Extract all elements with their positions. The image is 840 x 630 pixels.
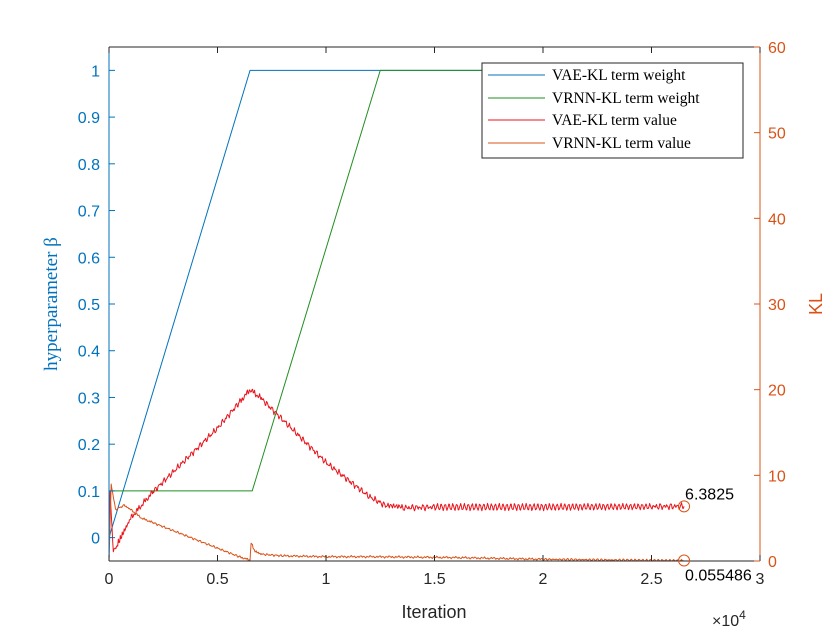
- series-line-vrnn-kl-term-value: [108, 483, 685, 562]
- x-tick-label: 2.5: [640, 571, 662, 588]
- legend-box: [481, 62, 744, 159]
- y-right-tick-label: 20: [768, 383, 786, 400]
- x-tick-label: 1.5: [423, 571, 445, 588]
- y-left-tick-label: 0.9: [78, 110, 100, 127]
- datatip-marker: [678, 554, 691, 567]
- y-left-tick-label: 0.1: [78, 484, 100, 501]
- datatip-marker: [678, 500, 691, 513]
- legend-entry-vae-weight: VAE-KL term weight: [488, 67, 686, 84]
- x-exponent-label: ×104: [712, 608, 746, 630]
- y-left-tick-label: 1: [91, 63, 100, 80]
- axes-layer: 0 0.5 1 1.5 2 2.5 300.10.20.30.40.50.60.70.80.…: [78, 40, 786, 588]
- legend-label-vrnn-value: VRNN-KL term value: [552, 135, 691, 152]
- x-axis-label: Iteration: [401, 602, 466, 622]
- y-left-axis-label: hyperparameter β: [41, 237, 62, 371]
- legend-entry-vrnn-value: VRNN-KL term value: [488, 135, 691, 152]
- x-exponent-power: 4: [739, 608, 746, 622]
- series-line-vae-kl-term-value: [108, 388, 685, 562]
- y-right-axis-label: KL: [806, 293, 826, 315]
- legend: VAE-KL term weight VRNN-KL term weight V…: [481, 62, 744, 159]
- y-left-tick-label: 0.6: [78, 250, 100, 267]
- y-left-tick-label: 0.4: [78, 344, 100, 361]
- labels-layer: Iteration ×104 hyperparameter β KL: [41, 237, 826, 630]
- legend-label-vrnn-weight: VRNN-KL term weight: [552, 90, 700, 107]
- legend-entry-vae-value: VAE-KL term value: [488, 112, 677, 129]
- y-right-tick-label: 30: [768, 297, 786, 314]
- y-left-tick-label: 0.2: [78, 437, 100, 454]
- y-right-tick-label: 40: [768, 211, 786, 228]
- annotation-layer: 6.3825 0.055486: [678, 486, 752, 585]
- y-right-tick-label: 0: [768, 554, 777, 571]
- legend-label-vae-value: VAE-KL term value: [552, 112, 677, 129]
- legend-label-vae-weight: VAE-KL term weight: [552, 67, 686, 84]
- y-left-tick-label: 0: [91, 531, 100, 548]
- y-left-tick-label: 0.5: [78, 297, 100, 314]
- x-exponent-base: ×10: [712, 613, 739, 630]
- y-right-tick-label: 60: [768, 40, 786, 57]
- x-tick-label: 0.5: [206, 571, 228, 588]
- y-right-tick-label: 10: [768, 468, 786, 485]
- x-tick-label: 1: [322, 571, 331, 588]
- x-tick-label: 0: [105, 571, 114, 588]
- datatip-label: 0.055486: [685, 568, 752, 585]
- y-left-tick-label: 0.3: [78, 390, 100, 407]
- x-tick-label: 3: [756, 571, 765, 588]
- legend-entry-vrnn-weight: VRNN-KL term weight: [488, 90, 700, 107]
- y-left-tick-label: 0.8: [78, 157, 100, 174]
- y-right-tick-label: 50: [768, 126, 786, 143]
- datatip-label: 6.3825: [685, 486, 734, 503]
- y-left-tick-label: 0.7: [78, 204, 100, 221]
- x-tick-label: 2: [539, 571, 548, 588]
